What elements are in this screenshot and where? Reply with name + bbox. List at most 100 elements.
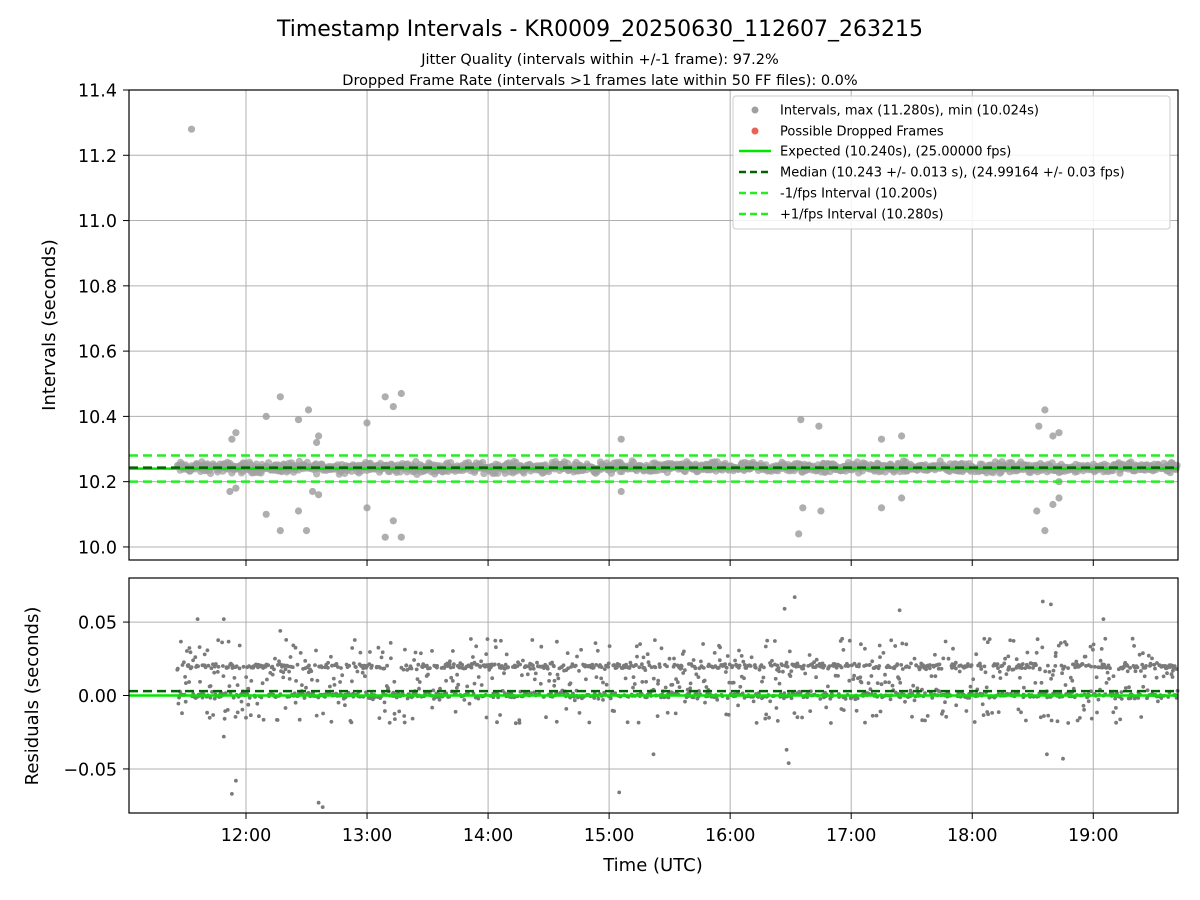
residual-point <box>606 665 611 669</box>
residual-point <box>606 661 611 666</box>
residual-point <box>1123 686 1128 690</box>
residual-point <box>890 683 895 688</box>
residual-point <box>827 664 832 668</box>
interval-outlier-point <box>1049 500 1057 509</box>
residual-point <box>604 682 609 687</box>
residual-point <box>419 651 423 656</box>
residual-point <box>183 675 188 679</box>
residual-point <box>189 665 194 670</box>
residual-point <box>1024 718 1028 723</box>
residual-point <box>452 662 456 666</box>
residual-point <box>770 658 774 663</box>
residual-point <box>632 682 637 686</box>
residual-point <box>691 658 696 662</box>
interval-point <box>1048 459 1056 467</box>
residual-point <box>185 649 189 653</box>
residual-point <box>631 685 635 690</box>
residual-point <box>638 642 642 646</box>
residual-point <box>897 677 901 681</box>
residual-point <box>643 668 648 672</box>
residual-point <box>1104 681 1109 685</box>
residual-point <box>863 720 867 725</box>
residual-point <box>974 652 979 657</box>
residual-point <box>653 665 658 670</box>
residual-point <box>1062 664 1067 669</box>
interval-outlier-point <box>309 487 317 496</box>
residual-point <box>1154 675 1159 680</box>
residual-point <box>1170 675 1175 679</box>
residual-point <box>561 663 566 668</box>
x-tick-label-19-00: 19:00 <box>1068 826 1118 846</box>
intervals-y-tick-label-10-0: 10.0 <box>78 538 117 558</box>
intervals-y-tick-label-10-6: 10.6 <box>78 343 117 363</box>
residual-outlier-point <box>195 617 200 621</box>
residual-point <box>599 676 604 681</box>
residual-point <box>368 650 372 654</box>
residual-point <box>877 643 882 648</box>
residual-point <box>255 701 260 706</box>
residual-point <box>847 678 852 683</box>
residual-point <box>923 718 927 723</box>
residual-point <box>570 662 575 666</box>
residual-point <box>1072 662 1076 667</box>
residual-point <box>594 675 599 679</box>
residual-point <box>1142 674 1147 679</box>
residual-point <box>781 669 785 674</box>
residual-point <box>601 698 605 702</box>
residual-point <box>715 697 720 702</box>
residual-point <box>435 664 439 668</box>
residual-outlier-point <box>230 792 234 796</box>
residual-point <box>1068 675 1073 680</box>
interval-outlier-point <box>232 484 240 492</box>
interval-outlier-point <box>294 416 303 424</box>
residual-point <box>724 665 729 670</box>
residual-point <box>591 665 596 670</box>
residual-point <box>210 690 214 694</box>
x-tick-label-17-00: 17:00 <box>826 826 876 846</box>
residual-point <box>852 673 856 678</box>
residual-point <box>506 665 510 670</box>
residual-point <box>859 680 864 685</box>
residual-point <box>244 675 249 679</box>
residual-point <box>982 664 987 669</box>
residual-point <box>426 672 430 677</box>
residuals-y-ticks: −0.05 0.00 0.05 <box>63 614 129 780</box>
interval-point <box>1173 461 1181 469</box>
residual-point <box>644 679 648 684</box>
residual-point <box>995 662 1000 666</box>
legend-box <box>732 95 1171 230</box>
residual-point <box>389 656 393 661</box>
residual-point <box>878 709 883 714</box>
residual-point <box>454 686 459 690</box>
residual-point <box>739 654 744 658</box>
residual-point <box>223 691 228 696</box>
residual-point <box>1075 718 1080 723</box>
residual-point <box>667 656 672 661</box>
residual-point <box>479 659 483 664</box>
residual-point <box>847 638 852 643</box>
residual-point <box>347 663 352 668</box>
residual-point <box>1006 654 1011 659</box>
residual-point <box>979 667 984 671</box>
residual-point <box>1132 644 1136 648</box>
residual-point <box>456 682 461 687</box>
legend-marker-intervals <box>751 106 759 114</box>
residual-point <box>471 655 475 659</box>
residual-point <box>1073 665 1078 670</box>
residual-point <box>314 648 318 653</box>
residual-point <box>590 662 595 667</box>
residual-point <box>352 638 357 642</box>
residual-point <box>1033 681 1038 685</box>
intervals-reference-lines <box>129 454 1178 483</box>
residual-point <box>968 684 973 689</box>
residual-point <box>226 639 231 644</box>
residual-point <box>636 720 641 725</box>
residual-point <box>474 644 479 649</box>
residual-point <box>898 680 903 685</box>
intervals-y-tick-label-11-4: 11.4 <box>78 82 117 102</box>
residual-point <box>1127 685 1131 690</box>
residual-point <box>826 684 830 689</box>
residual-point <box>990 711 994 715</box>
residual-point <box>742 676 746 681</box>
residual-point <box>701 666 706 670</box>
